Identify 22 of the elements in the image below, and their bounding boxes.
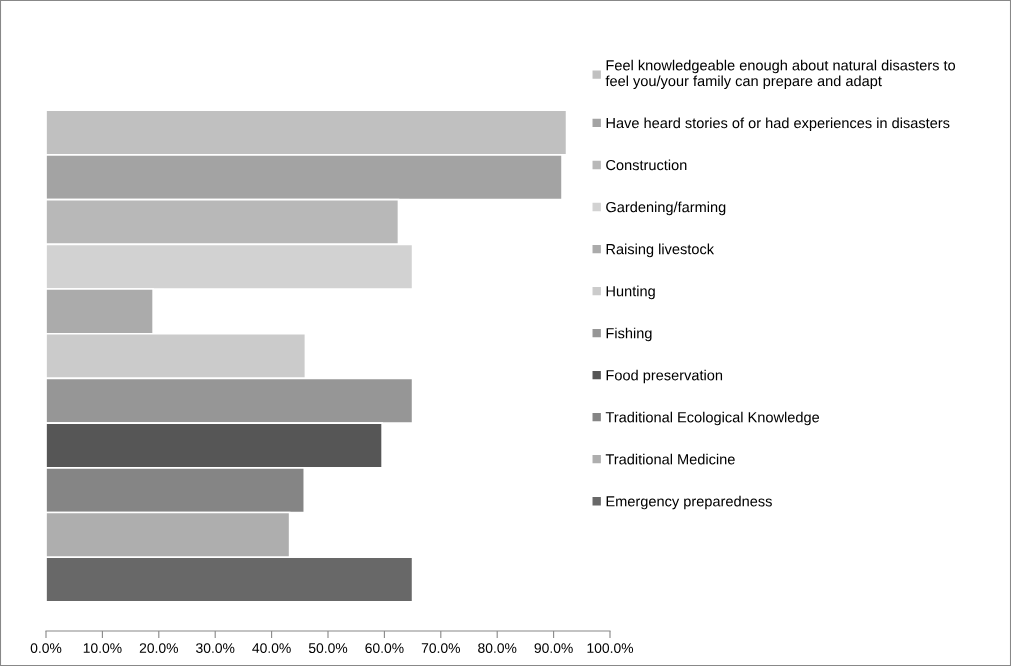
x-tick-label: 90.0%: [534, 643, 573, 654]
x-tick-label: 80.0%: [478, 643, 517, 654]
legend-label: Hunting: [606, 285, 655, 300]
x-tick-label: 10.0%: [83, 643, 122, 654]
x-tick-label: 40.0%: [252, 643, 291, 654]
legend-label: Food preservation: [606, 369, 723, 384]
legend-label: Emergency preparedness: [606, 495, 772, 510]
legend-label: Traditional Medicine: [605, 453, 735, 465]
x-tick-label: 30.0%: [196, 643, 235, 654]
x-tick-label: 50.0%: [308, 643, 348, 654]
legend-label: Raising livestock: [606, 243, 715, 258]
x-tick-label: 70.0%: [421, 643, 460, 654]
x-tick-label: 20.0%: [139, 643, 178, 654]
legend-label: Fishing: [606, 327, 652, 342]
legend-label: Traditional Ecological Knowledge: [605, 411, 820, 426]
x-tick-label: 60.0%: [365, 643, 404, 654]
legend-label: Feel knowledgeable enough about natural disasters to feel you/your family can prepare and adapt: [605, 59, 956, 90]
legend-label: Have heard stories of or had experiences in disasters: [606, 117, 950, 132]
legend-label: Gardening/farming: [606, 201, 726, 216]
x-tick-label: 0.0%: [30, 643, 62, 654]
x-tick-label: 100.0%: [587, 643, 634, 654]
legend-label: Construction: [606, 159, 687, 171]
